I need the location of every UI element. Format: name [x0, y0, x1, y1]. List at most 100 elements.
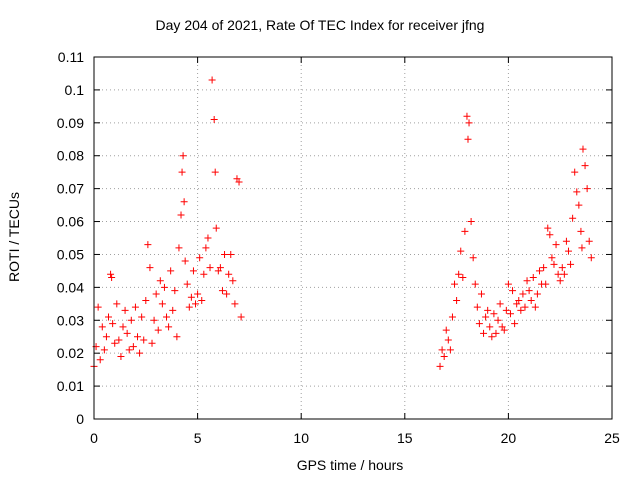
data-point: [504, 280, 512, 288]
data-point: [496, 300, 504, 308]
data-point: [123, 329, 131, 337]
data-point: [562, 237, 570, 245]
x-tick-label: 20: [501, 430, 517, 446]
data-point: [127, 316, 135, 324]
data-point: [467, 218, 475, 226]
x-tick-label: 0: [90, 430, 98, 446]
data-point: [227, 250, 235, 258]
data-point: [192, 300, 200, 308]
data-point: [519, 290, 527, 298]
data-point: [494, 316, 502, 324]
y-tick-label: 0.11: [58, 49, 84, 65]
data-point: [165, 323, 173, 331]
data-point: [564, 247, 572, 255]
data-point: [455, 270, 463, 278]
data-point: [552, 241, 560, 249]
data-point: [533, 290, 541, 298]
data-point: [587, 254, 595, 262]
data-point: [442, 326, 450, 334]
data-point: [94, 303, 102, 311]
data-point: [142, 297, 150, 305]
data-point: [196, 254, 204, 262]
data-point: [100, 346, 108, 354]
data-point: [134, 333, 142, 341]
y-tick-label: 0.1: [65, 82, 85, 98]
data-point: [550, 260, 558, 268]
data-point: [169, 306, 177, 314]
data-point: [535, 267, 543, 275]
data-point: [471, 280, 479, 288]
data-point: [108, 273, 116, 281]
data-point: [475, 320, 483, 328]
data-point: [542, 280, 550, 288]
data-point: [231, 300, 239, 308]
y-tick-label: 0.02: [57, 345, 84, 361]
axis-ticks: 0 0.01 0.02 0.03 0.04 0.05 0.06 0.07 0.08 0.09 0.1…: [57, 49, 620, 446]
data-point: [171, 287, 179, 295]
data-point: [578, 244, 586, 252]
data-point: [136, 349, 144, 357]
data-point: [208, 76, 216, 84]
data-point: [517, 306, 525, 314]
data-point: [583, 185, 591, 193]
data-point: [216, 264, 224, 272]
data-point: [558, 264, 566, 272]
data-point: [189, 267, 197, 275]
data-point: [210, 116, 218, 124]
data-point: [117, 352, 125, 360]
y-tick-label: 0.08: [57, 148, 84, 164]
data-point: [569, 214, 577, 222]
data-point: [531, 303, 539, 311]
data-point: [102, 333, 110, 341]
data-point: [465, 119, 473, 127]
data-point: [212, 224, 220, 232]
data-point: [554, 270, 562, 278]
data-point: [221, 250, 229, 258]
data-point: [484, 306, 492, 314]
y-tick-label: 0.05: [57, 246, 84, 262]
data-point: [436, 362, 444, 370]
data-point: [486, 323, 494, 331]
data-point: [98, 323, 106, 331]
data-point: [523, 277, 531, 285]
data-point: [438, 346, 446, 354]
data-point: [235, 178, 243, 186]
data-point: [181, 257, 189, 265]
data-point: [119, 323, 127, 331]
data-point: [560, 270, 568, 278]
data-point: [488, 333, 496, 341]
data-point: [105, 313, 113, 321]
data-point: [509, 287, 517, 295]
data-point: [125, 346, 133, 354]
data-point: [556, 277, 564, 285]
data-point: [490, 310, 498, 318]
data-point: [113, 300, 121, 308]
x-tick-label: 10: [293, 430, 309, 446]
data-point: [237, 313, 245, 321]
data-point: [577, 227, 585, 235]
data-point: [200, 270, 208, 278]
data-point: [529, 273, 537, 281]
data-point: [129, 343, 137, 351]
data-point: [121, 306, 129, 314]
x-tick-label: 25: [604, 430, 620, 446]
y-tick-label: 0.09: [57, 115, 84, 131]
data-point: [175, 244, 183, 252]
data-point: [573, 188, 581, 196]
data-point: [140, 336, 148, 344]
data-point: [457, 247, 465, 255]
data-point: [448, 313, 456, 321]
data-point: [180, 198, 188, 206]
data-point: [440, 352, 448, 360]
data-point: [218, 287, 226, 295]
data-point: [544, 224, 552, 232]
data-point: [506, 310, 514, 318]
data-point: [477, 290, 485, 298]
data-point: [163, 313, 171, 321]
data-point: [150, 316, 158, 324]
data-point: [185, 303, 193, 311]
data-point: [194, 290, 202, 298]
y-tick-label: 0.07: [57, 181, 84, 197]
data-point: [148, 339, 156, 347]
data-point: [482, 313, 490, 321]
